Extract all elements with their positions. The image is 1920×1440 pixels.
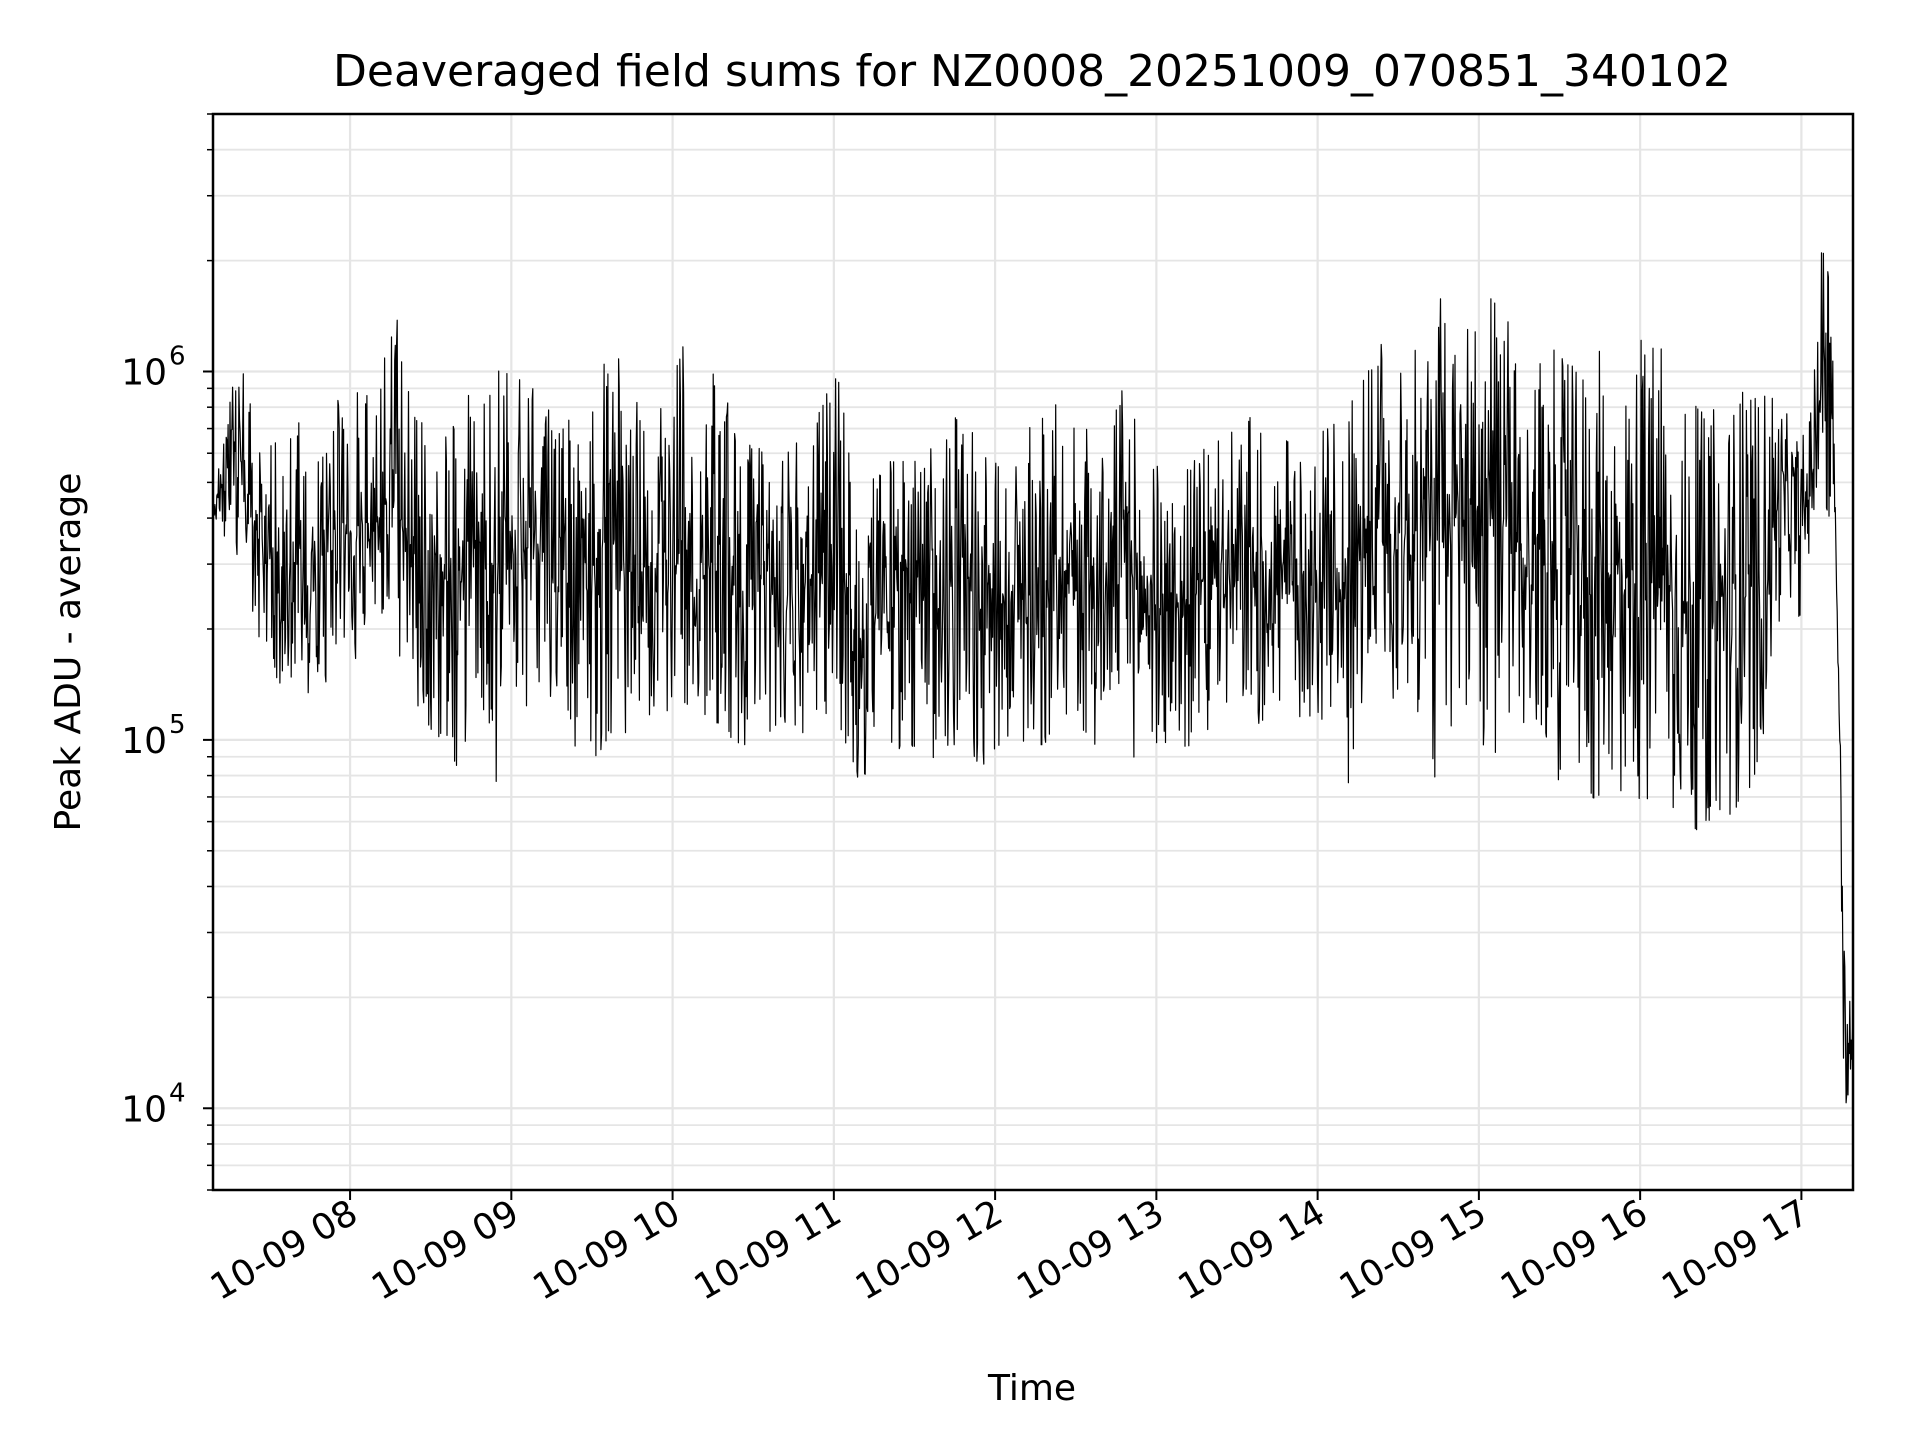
y-tick-exponent: 6 xyxy=(169,341,186,371)
data-series xyxy=(212,252,1854,1104)
y-tick-label: 10 4 xyxy=(121,1078,185,1130)
grid xyxy=(213,113,1853,1191)
y-tick-base: 10 xyxy=(121,1089,167,1130)
y-axis-label: Peak ADU - average xyxy=(48,473,89,832)
y-tick-base: 10 xyxy=(121,721,167,762)
y-tick-exponent: 5 xyxy=(169,710,186,740)
plot-area xyxy=(211,112,1855,1192)
y-tick-label: 10 6 xyxy=(121,341,185,393)
series-line xyxy=(212,252,1854,1104)
x-axis-label: Time xyxy=(987,1368,1076,1409)
y-tick-label: 10 5 xyxy=(121,710,185,762)
y-tick-base: 10 xyxy=(121,352,167,393)
chart-title: Deaveraged field sums for NZ0008_2025100… xyxy=(333,46,1731,97)
y-tick-exponent: 4 xyxy=(169,1078,186,1108)
